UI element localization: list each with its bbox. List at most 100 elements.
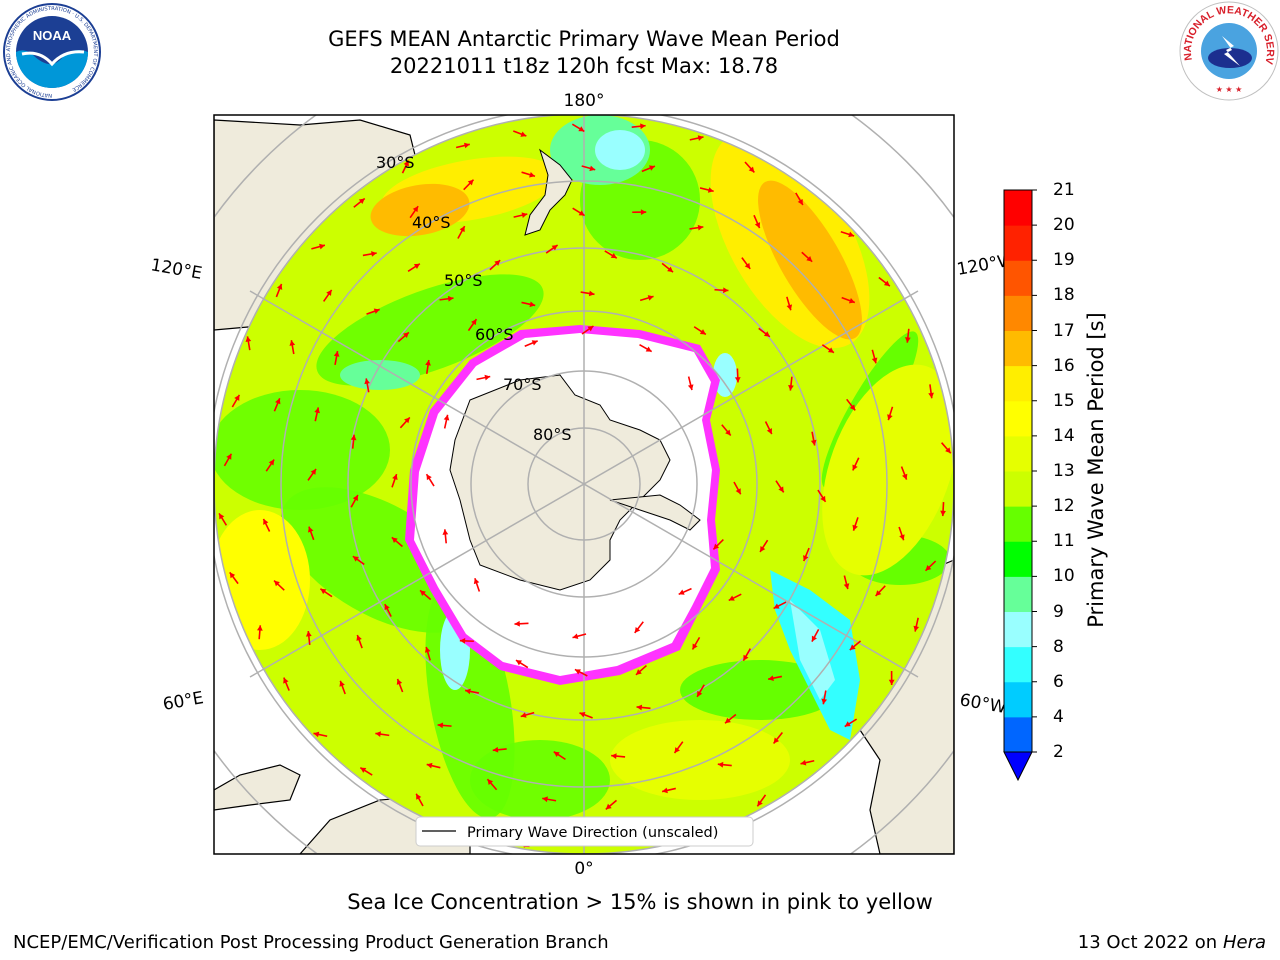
wave-arrow-head [697, 690, 703, 697]
wave-arrow-head [707, 187, 714, 193]
colorbar [1003, 189, 1037, 782]
wave-arrow-head [605, 803, 612, 810]
wave-arrow-head [494, 260, 501, 266]
wave-arrow-head [800, 759, 807, 766]
wave-arrow-head [459, 638, 466, 644]
chart-title: GEFS MEAN Antarctic Primary Wave Mean Pe… [328, 27, 840, 51]
wave-arrow-head [788, 385, 794, 391]
colorbar-tick-label: 20 [1053, 215, 1075, 236]
colorbar-tick-label: 6 [1053, 671, 1064, 692]
wave-arrow-head [412, 206, 419, 213]
wave-arrow-head [913, 625, 920, 632]
wave-arrow-head [426, 762, 433, 769]
wave-arrow-head [416, 793, 422, 800]
wave-arrow-head [925, 564, 932, 571]
colorbar-segment [1004, 400, 1032, 437]
lat-label-50s: 50°S [444, 271, 483, 290]
wave-arrow-head [806, 256, 813, 262]
wave-arrow-head [326, 289, 332, 296]
wave-arrow-head [403, 332, 409, 338]
colorbar-segment [1004, 716, 1032, 753]
wave-arrow-head [820, 495, 826, 502]
wave-arrow-head [640, 209, 647, 216]
wave-arrow-head [551, 245, 558, 251]
wave-arrow-head [484, 374, 491, 381]
noaa-logo: NOAA NATIONAL OCEANIC AND ATMOSPHERIC AD… [3, 3, 101, 101]
colorbar-under-arrow [1003, 751, 1033, 782]
wave-arrow-head [611, 753, 617, 759]
wave-arrow-head [467, 179, 474, 186]
wave-arrow-head [578, 126, 585, 132]
colorbar-tick-label: 10 [1053, 566, 1075, 587]
colorbar-segment [1004, 295, 1032, 331]
wave-arrow-head [687, 384, 694, 391]
wave-arrow-head [521, 212, 528, 218]
wave-arrow-head [360, 767, 367, 773]
colorbar-segment [1004, 646, 1032, 683]
wave-arrow-head [766, 428, 772, 435]
wave-arrow-head [313, 731, 320, 738]
wave-arrow-head [314, 407, 320, 414]
wave-arrow-head [364, 378, 370, 385]
colorbar-tick-label: 16 [1053, 355, 1075, 376]
colorbar-tick-label: 2 [1053, 742, 1064, 762]
wave-arrow-head [849, 644, 856, 651]
wave-arrow-head [320, 588, 327, 595]
wave-arrow-head [636, 704, 643, 711]
wave-arrow-head [734, 377, 741, 383]
wave-arrow-head [674, 747, 680, 754]
wave-arrow-head [699, 329, 706, 335]
wave-arrow-head [717, 761, 724, 768]
colorbar-segment [1004, 435, 1032, 472]
wave-arrow-head [748, 166, 755, 173]
wave-arrow-head [442, 529, 449, 535]
wave-arrow-head [871, 357, 878, 364]
lat-label-70s: 70°S [503, 375, 542, 394]
wave-arrow-head [852, 464, 858, 471]
colorbar-tick-label: 17 [1053, 320, 1075, 341]
wave-arrow-head [899, 534, 905, 541]
colorbar-segment [1004, 190, 1032, 226]
colorbar-tick-label: 13 [1053, 461, 1075, 481]
colorbar-tick-label: 15 [1053, 390, 1075, 411]
colorbar-segment [1004, 330, 1032, 367]
sea-ice-note: Sea Ice Concentration > 15% is shown in … [347, 890, 933, 914]
wave-arrow-head [610, 252, 617, 259]
wave-arrow-head [305, 631, 312, 637]
lat-label-60s: 60°S [475, 325, 514, 344]
wave-arrow-head [339, 680, 345, 687]
wave-arrow-head [443, 414, 450, 421]
wave-arrow-head [768, 675, 774, 681]
lat-label-80s: 80°S [533, 425, 572, 444]
wave-arrow-head [268, 459, 275, 466]
wave-arrow-head [725, 717, 731, 724]
colorbar-segment [1004, 541, 1032, 577]
wave-arrow-head [728, 595, 735, 601]
wave-arrow-head [773, 737, 780, 744]
wave-arrow-head [319, 243, 325, 250]
wave-arrow-head [352, 556, 359, 562]
wave-arrow-head [778, 486, 784, 493]
nws-logo: NATIONAL WEATHER SERVICE ★ ★ ★ [1178, 0, 1279, 101]
wave-arrow-head [396, 678, 403, 685]
wave-arrow-head [883, 280, 890, 287]
wave-arrow-head [579, 712, 586, 718]
wave-arrow-head [574, 669, 581, 675]
wave-arrow-head [572, 633, 579, 640]
wave-arrow-head [529, 171, 535, 178]
colorbar-segment [1004, 611, 1032, 648]
wave-direction-arrows [218, 123, 952, 848]
svg-text:NOAA: NOAA [33, 28, 72, 43]
wave-arrow-head [257, 625, 263, 631]
wave-arrow-head [843, 583, 850, 590]
lon-label-60w: 60°W [958, 690, 1008, 718]
lat-label-30s: 30°S [376, 153, 415, 172]
lon-label-180: 180° [564, 91, 605, 111]
wave-arrow-head [310, 468, 317, 475]
wave-arrow-head [464, 142, 470, 149]
wave-arrow-head [697, 224, 704, 231]
lat-label-40s: 40°S [412, 213, 451, 232]
wave-arrow-head [473, 578, 480, 585]
colorbar-segment [1004, 506, 1032, 542]
wave-arrow-head [520, 712, 527, 718]
